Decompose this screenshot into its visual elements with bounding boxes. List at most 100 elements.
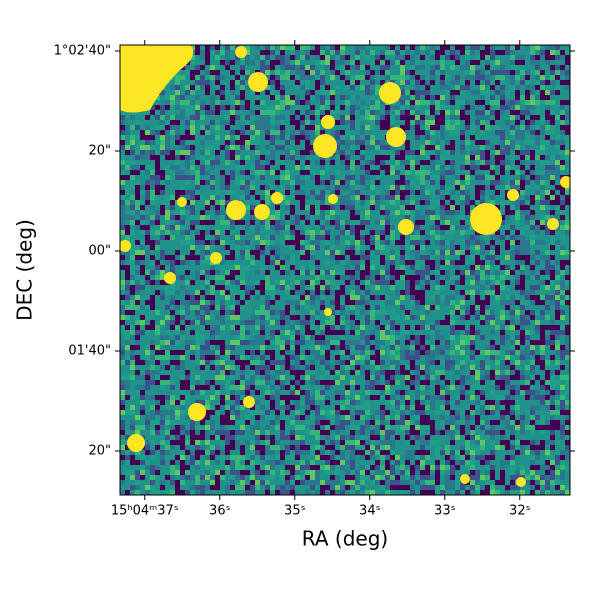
pixel: [510, 55, 515, 60]
pixel: [345, 265, 350, 270]
pixel: [270, 290, 275, 295]
pixel: [275, 240, 280, 245]
pixel: [530, 135, 535, 140]
pixel: [205, 100, 210, 105]
pixel: [455, 195, 460, 200]
pixel: [300, 125, 305, 130]
pixel: [445, 300, 450, 305]
pixel: [215, 80, 220, 85]
pixel: [220, 310, 225, 315]
pixel: [245, 285, 250, 290]
pixel: [455, 300, 460, 305]
pixel: [225, 135, 230, 140]
pixel: [300, 160, 305, 165]
pixel: [450, 85, 455, 90]
pixel: [120, 145, 125, 150]
pixel: [365, 275, 370, 280]
pixel: [205, 200, 210, 205]
pixel: [365, 100, 370, 105]
pixel: [560, 125, 565, 130]
pixel: [500, 95, 505, 100]
pixel: [345, 290, 350, 295]
pixel: [280, 70, 285, 75]
pixel: [370, 75, 375, 80]
pixel: [390, 280, 395, 285]
pixel: [190, 145, 195, 150]
pixel: [395, 220, 400, 225]
pixel: [370, 90, 375, 95]
pixel: [375, 295, 380, 300]
pixel: [255, 155, 260, 160]
pixel: [185, 185, 190, 190]
pixel: [155, 145, 160, 150]
pixel: [335, 250, 340, 255]
pixel: [475, 235, 480, 240]
pixel: [450, 215, 455, 220]
pixel: [150, 135, 155, 140]
pixel: [285, 210, 290, 215]
pixel: [235, 190, 240, 195]
pixel: [300, 80, 305, 85]
pixel: [195, 60, 200, 65]
pixel: [495, 50, 500, 55]
pixel: [155, 200, 160, 205]
pixel: [245, 180, 250, 185]
pixel: [395, 210, 400, 215]
pixel: [385, 255, 390, 260]
pixel: [355, 110, 360, 115]
pixel: [470, 115, 475, 120]
pixel: [440, 230, 445, 235]
pixel: [165, 125, 170, 130]
pixel: [170, 220, 175, 225]
pixel: [325, 100, 330, 105]
pixel: [260, 115, 265, 120]
pixel: [390, 60, 395, 65]
pixel: [445, 65, 450, 70]
pixel: [525, 80, 530, 85]
pixel: [480, 85, 485, 90]
pixel: [555, 200, 560, 205]
pixel: [275, 250, 280, 255]
pixel: [485, 185, 490, 190]
pixel: [515, 60, 520, 65]
pixel: [295, 145, 300, 150]
pixel: [300, 90, 305, 95]
pixel: [180, 265, 185, 270]
pixel: [205, 240, 210, 245]
pixel: [370, 85, 375, 90]
pixel: [415, 295, 420, 300]
pixel: [355, 285, 360, 290]
pixel: [450, 115, 455, 120]
pixel: [440, 300, 445, 305]
pixel: [480, 295, 485, 300]
pixel: [180, 235, 185, 240]
pixel: [465, 185, 470, 190]
pixel: [460, 115, 465, 120]
pixel: [360, 220, 365, 225]
pixel: [130, 165, 135, 170]
pixel: [250, 95, 255, 100]
pixel: [405, 50, 410, 55]
pixel: [135, 145, 140, 150]
pixel: [200, 255, 205, 260]
pixel: [500, 45, 505, 50]
pixel: [125, 315, 130, 320]
pixel: [490, 50, 495, 55]
pixel: [140, 135, 145, 140]
pixel: [405, 80, 410, 85]
pixel: [405, 305, 410, 310]
pixel: [345, 250, 350, 255]
pixel: [285, 90, 290, 95]
pixel: [250, 195, 255, 200]
pixel: [160, 185, 165, 190]
pixel: [310, 65, 315, 70]
pixel: [245, 320, 250, 325]
pixel: [305, 85, 310, 90]
pixel: [285, 185, 290, 190]
pixel: [160, 140, 165, 145]
pixel: [395, 110, 400, 115]
pixel: [195, 95, 200, 100]
pixel: [360, 210, 365, 215]
pixel: [290, 240, 295, 245]
pixel: [285, 80, 290, 85]
